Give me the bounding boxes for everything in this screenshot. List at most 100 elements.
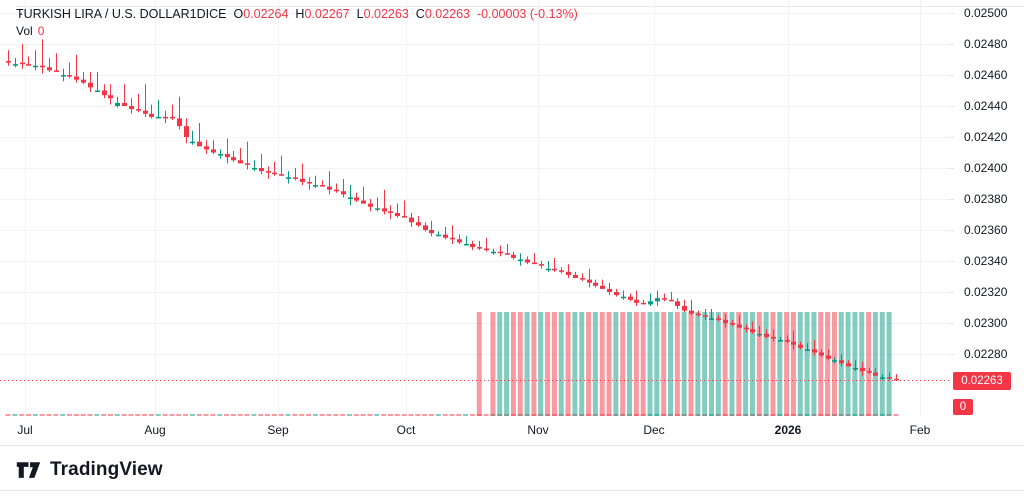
volume-bar [811, 312, 817, 416]
low-value: 0.02263 [363, 7, 409, 21]
candle-body [238, 160, 243, 164]
candle-body [423, 225, 428, 230]
candle-body [136, 109, 141, 111]
candle-body [40, 65, 45, 68]
chart-pane[interactable]: TURKISH LIRA / U.S. DOLLAR · 1D · ICE O0.0226… [0, 0, 1024, 418]
candlestick-chart[interactable] [0, 0, 950, 418]
volume-bar [504, 312, 510, 416]
volume-stub [203, 414, 209, 416]
time-axis-label-jul: Jul [17, 423, 33, 437]
volume-stub [94, 414, 100, 416]
price-axis-label: 0.02440 [964, 99, 1008, 113]
volume-stub [114, 414, 120, 416]
volume-legend-row[interactable]: Vol 0 [16, 23, 578, 40]
volume-bar [531, 312, 537, 416]
candle-body [252, 168, 257, 170]
candle-body [457, 239, 462, 243]
price-axis-label: 0.02320 [964, 285, 1008, 299]
volume-bar [708, 312, 714, 416]
volume-stub [374, 414, 380, 416]
volume-bar [886, 312, 892, 416]
tradingview-logo-text: TradingView [50, 459, 163, 480]
candle-body [764, 333, 769, 337]
change-value: -0.00003 (-0.13%) [477, 7, 578, 21]
candle-body [887, 377, 892, 379]
volume-bar [476, 312, 482, 416]
price-axis-tick-mark [950, 13, 954, 14]
volume-bar [545, 312, 551, 416]
candle-body [115, 102, 120, 106]
candle-body [689, 310, 694, 314]
candle-body [368, 203, 373, 207]
candle-body [156, 116, 161, 119]
price-axis-tick-mark [950, 292, 954, 293]
volume-stub [422, 414, 428, 416]
volume-bar [572, 312, 578, 416]
candle-body [211, 149, 216, 153]
price-axis-tick-mark [950, 261, 954, 262]
volume-bar [640, 312, 646, 416]
candle-body [860, 367, 865, 372]
candle-body [682, 305, 687, 311]
candle-body [641, 302, 646, 305]
legend-separator: · [16, 6, 1024, 21]
candle-body [245, 163, 250, 165]
volume-stub [142, 414, 148, 416]
candle-body [634, 299, 639, 303]
close-label: C [415, 7, 425, 21]
price-axis-tick-mark [950, 137, 954, 138]
volume-bar [565, 312, 571, 416]
tradingview-logo[interactable]: TradingView [16, 455, 163, 485]
volume-stub [306, 414, 312, 416]
volume-stub [326, 414, 332, 416]
volume-bar [831, 312, 837, 416]
volume-bar [497, 312, 503, 416]
price-axis-tick-mark [950, 354, 954, 355]
exchange-label: ICE [205, 7, 227, 21]
volume-bar [784, 312, 790, 416]
candle-body [177, 118, 182, 127]
volume-bar [661, 312, 667, 416]
volume-stub [19, 414, 25, 416]
time-axis-label-2026: 2026 [774, 423, 802, 437]
volume-bar [749, 312, 755, 416]
candle-body [546, 268, 551, 271]
candle-body [108, 95, 113, 99]
volume-stub [121, 414, 127, 416]
candle-body [498, 251, 503, 254]
volume-stub [155, 414, 161, 416]
candle-body [655, 298, 660, 302]
volume-stub [360, 414, 366, 416]
volume-bar [538, 312, 544, 416]
volume-stub [456, 414, 462, 416]
volume-stub [5, 414, 11, 416]
price-axis-label: 0.02500 [964, 6, 1008, 20]
candle-body [74, 76, 79, 80]
candle-body [511, 254, 516, 258]
candle-body [477, 247, 482, 249]
candle-body [348, 197, 353, 199]
volume-stub [340, 414, 346, 416]
volume-stub [408, 414, 414, 416]
volume-stub [387, 414, 393, 416]
candle-body [197, 141, 202, 147]
symbol-legend-row[interactable]: TURKISH LIRA / U.S. DOLLAR · 1D · ICE O0.0226… [16, 6, 1024, 23]
volume-bar [558, 312, 564, 416]
volume-stub [299, 414, 305, 416]
volume-stub [162, 414, 168, 416]
volume-stub [449, 414, 455, 416]
volume-stub [230, 414, 236, 416]
candle-body [675, 301, 680, 306]
candle-body [204, 146, 209, 150]
candle-body [648, 301, 653, 305]
price-axis[interactable]: 0.02263 0 0.02500 0.02480 0.02460 0.02440 0.… [950, 0, 1024, 445]
volume-stub [73, 414, 79, 416]
volume-bar [797, 312, 803, 416]
candle-body [436, 234, 441, 237]
time-axis[interactable]: Jul Aug Sep Oct Nov Dec 2026 Feb [0, 418, 950, 445]
candle-body [184, 126, 189, 137]
chart-legend: TURKISH LIRA / U.S. DOLLAR · 1D · ICE O0.0226… [16, 6, 1024, 40]
candle-body [798, 344, 803, 348]
volume-stub [435, 414, 441, 416]
volume-stub [183, 414, 189, 416]
